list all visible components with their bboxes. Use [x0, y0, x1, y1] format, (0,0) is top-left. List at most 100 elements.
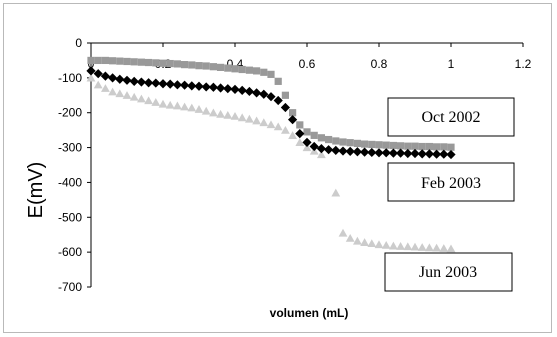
- data-point-oct-2002: [339, 138, 347, 146]
- data-point-oct-2002: [195, 62, 203, 70]
- data-point-jun-2003: [374, 240, 384, 249]
- data-point-jun-2003: [115, 89, 125, 98]
- plot-area: [86, 56, 456, 253]
- data-point-oct-2002: [202, 62, 210, 70]
- data-point-feb-2003: [352, 147, 362, 157]
- data-point-feb-2003: [288, 115, 298, 125]
- y-tick-label: -300: [58, 141, 82, 155]
- data-point-oct-2002: [389, 141, 397, 150]
- legend-feb-2003: Feb 2003: [387, 162, 515, 202]
- data-point-jun-2003: [137, 94, 146, 103]
- legend-label-jun-2003: Jun 2003: [419, 264, 477, 281]
- legend-jun-2003: Jun 2003: [384, 252, 513, 292]
- data-point-jun-2003: [151, 98, 161, 106]
- data-point-feb-2003: [172, 80, 182, 90]
- data-point-feb-2003: [367, 147, 377, 158]
- data-point-oct-2002: [173, 60, 181, 68]
- data-point-oct-2002: [425, 142, 433, 151]
- data-point-feb-2003: [158, 79, 168, 89]
- data-point-jun-2003: [281, 125, 290, 134]
- data-point-feb-2003: [295, 129, 305, 139]
- legend-box-oct-2002: [387, 97, 515, 137]
- data-point-feb-2003: [388, 148, 398, 158]
- data-point-feb-2003: [410, 148, 420, 159]
- data-point-oct-2002: [166, 59, 174, 68]
- data-point-jun-2003: [86, 73, 96, 82]
- data-point-oct-2002: [109, 57, 117, 65]
- data-point-oct-2002: [281, 91, 289, 99]
- data-point-feb-2003: [144, 78, 154, 88]
- legend-oct-2002: Oct 2002: [387, 97, 515, 137]
- data-point-feb-2003: [439, 149, 449, 159]
- data-point-oct-2002: [130, 58, 138, 66]
- data-point-jun-2003: [108, 87, 117, 96]
- x-tick-label: 0.8: [371, 57, 388, 71]
- data-point-feb-2003: [446, 149, 456, 160]
- data-point-jun-2003: [194, 105, 204, 113]
- data-point-feb-2003: [93, 69, 103, 79]
- data-point-oct-2002: [253, 67, 261, 75]
- data-point-feb-2003: [316, 144, 326, 154]
- data-point-jun-2003: [295, 138, 305, 146]
- data-point-jun-2003: [417, 243, 427, 251]
- data-point-oct-2002: [325, 135, 333, 144]
- data-point-oct-2002: [346, 139, 354, 147]
- legend-box-feb-2003: [387, 162, 515, 202]
- data-point-oct-2002: [152, 59, 160, 67]
- data-point-oct-2002: [181, 61, 189, 69]
- data-point-feb-2003: [345, 146, 355, 157]
- data-point-oct-2002: [274, 77, 282, 85]
- data-point-oct-2002: [145, 58, 153, 67]
- x-tick-label: 1: [448, 57, 455, 71]
- y-axis-label: E(mV): [25, 162, 47, 219]
- x-tick-label: 0.6: [299, 57, 316, 71]
- y-tick-label: -100: [58, 71, 82, 85]
- data-point-jun-2003: [331, 188, 341, 197]
- data-point-feb-2003: [403, 148, 413, 159]
- data-point-jun-2003: [245, 114, 254, 123]
- data-point-feb-2003: [187, 81, 197, 91]
- data-point-jun-2003: [209, 108, 218, 117]
- data-point-jun-2003: [223, 110, 233, 119]
- data-point-oct-2002: [87, 56, 95, 65]
- data-point-oct-2002: [382, 141, 390, 149]
- x-axis-label: volumen (mL): [270, 306, 349, 320]
- data-point-jun-2003: [173, 101, 182, 110]
- series-feb-2003: [86, 66, 456, 160]
- data-point-jun-2003: [165, 100, 175, 109]
- data-point-jun-2003: [273, 122, 283, 131]
- data-point-jun-2003: [230, 112, 240, 120]
- data-point-feb-2003: [194, 81, 204, 91]
- data-point-feb-2003: [230, 84, 240, 94]
- data-point-feb-2003: [129, 76, 139, 86]
- data-point-feb-2003: [432, 149, 442, 159]
- data-point-oct-2002: [267, 70, 275, 78]
- data-point-feb-2003: [280, 102, 290, 113]
- y-tick-label: -500: [58, 210, 82, 224]
- data-point-feb-2003: [180, 80, 190, 90]
- legend-box-jun-2003: [384, 252, 513, 292]
- data-point-feb-2003: [208, 82, 218, 92]
- data-point-jun-2003: [187, 103, 197, 112]
- data-point-feb-2003: [374, 148, 384, 158]
- data-point-oct-2002: [310, 131, 318, 139]
- data-point-jun-2003: [93, 80, 103, 89]
- data-point-feb-2003: [244, 86, 254, 97]
- data-point-jun-2003: [288, 131, 297, 139]
- data-point-oct-2002: [411, 142, 419, 150]
- data-point-jun-2003: [345, 234, 355, 242]
- data-point-oct-2002: [375, 141, 383, 149]
- data-point-feb-2003: [324, 145, 334, 155]
- data-point-feb-2003: [252, 88, 262, 98]
- data-point-oct-2002: [296, 121, 304, 129]
- x-ticks: 00.20.40.60.811.2: [88, 43, 532, 71]
- data-point-oct-2002: [94, 56, 102, 65]
- data-point-feb-2003: [273, 95, 283, 106]
- data-point-feb-2003: [223, 84, 233, 94]
- data-point-feb-2003: [424, 149, 434, 159]
- data-point-feb-2003: [115, 74, 125, 84]
- data-point-oct-2002: [224, 64, 232, 72]
- data-point-jun-2003: [360, 238, 369, 246]
- y-tick-label: -600: [58, 245, 82, 259]
- data-point-oct-2002: [123, 57, 131, 66]
